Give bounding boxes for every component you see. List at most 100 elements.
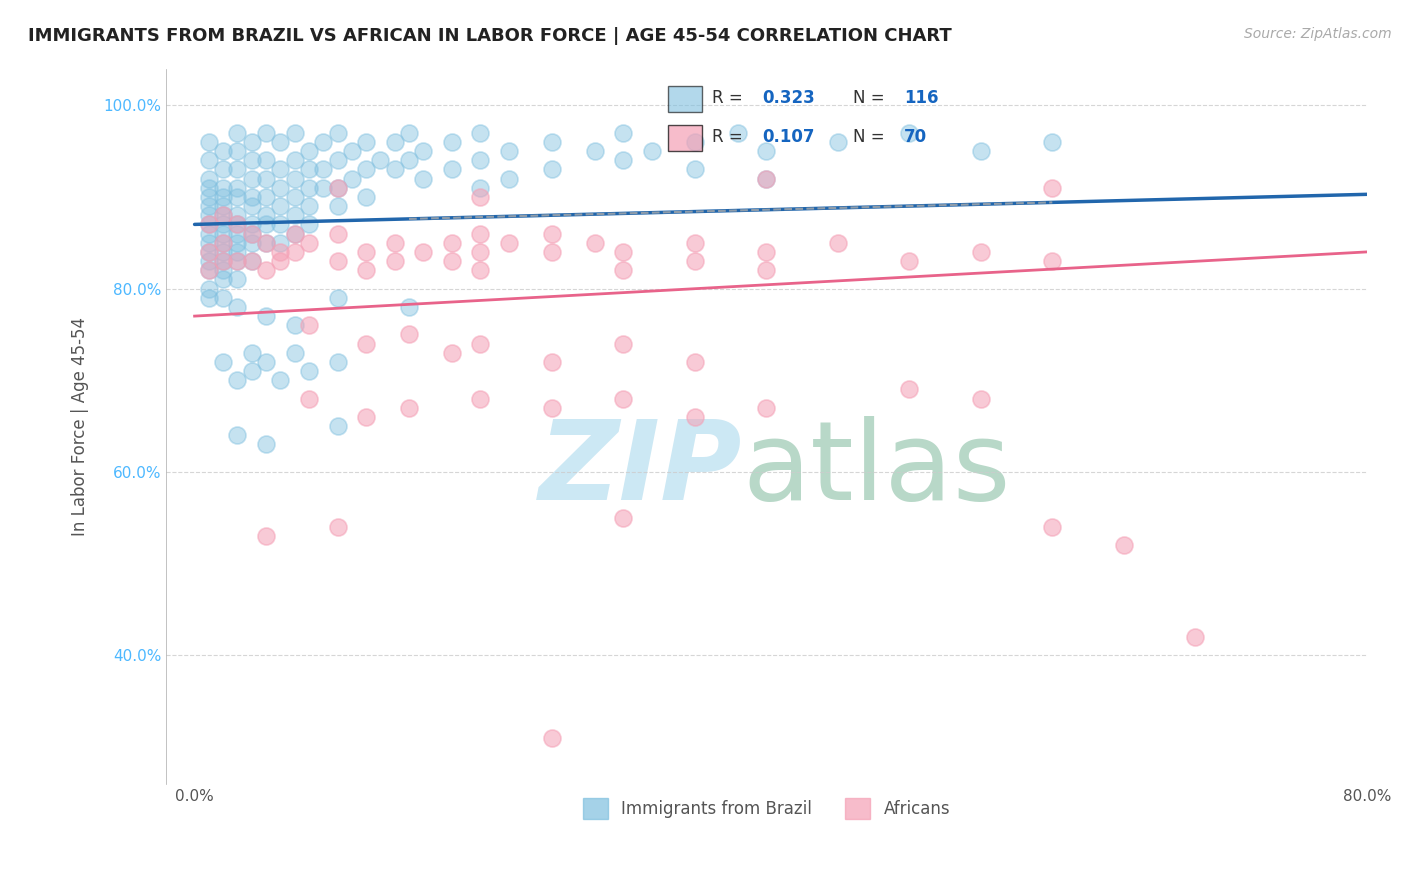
Point (354, 162, 377, 177)
Point (340, 144, 363, 158)
Point (683, 235, 706, 250)
Point (298, 364, 321, 378)
Point (298, 180, 321, 194)
Point (898, 383, 921, 397)
Point (254, 437, 277, 451)
Point (226, 373, 249, 387)
Point (254, 309, 277, 323)
Point (398, 300, 420, 314)
Point (384, 235, 406, 250)
Point (440, 254, 463, 268)
Point (298, 144, 321, 158)
Point (755, 401, 778, 415)
Point (412, 171, 434, 186)
Point (198, 254, 221, 268)
Point (226, 244, 249, 259)
Point (240, 199, 263, 213)
Point (326, 419, 349, 434)
Text: IMMIGRANTS FROM BRAZIL VS AFRICAN IN LABOR FORCE | AGE 45-54 CORRELATION CHART: IMMIGRANTS FROM BRAZIL VS AFRICAN IN LAB… (28, 27, 952, 45)
Point (198, 208, 221, 222)
Point (312, 135, 335, 149)
Point (240, 227, 263, 241)
Point (226, 218, 249, 232)
Point (326, 199, 349, 213)
Text: ZIP: ZIP (538, 416, 742, 523)
Point (254, 263, 277, 277)
Point (226, 300, 249, 314)
Point (326, 291, 349, 305)
Point (254, 208, 277, 222)
Point (198, 218, 221, 232)
Point (212, 227, 235, 241)
Point (898, 126, 921, 140)
Point (254, 190, 277, 204)
Point (298, 218, 321, 232)
Point (212, 244, 235, 259)
Point (198, 263, 221, 277)
Point (470, 227, 492, 241)
Point (212, 144, 235, 158)
Point (1184, 630, 1206, 644)
Point (470, 336, 492, 351)
Point (198, 244, 221, 259)
Point (498, 171, 520, 186)
Point (198, 282, 221, 296)
Point (541, 162, 564, 177)
Point (254, 235, 277, 250)
Point (198, 135, 221, 149)
Point (226, 227, 249, 241)
Point (240, 364, 263, 378)
Point (1040, 135, 1063, 149)
Point (470, 190, 492, 204)
Point (269, 199, 291, 213)
Text: Source: ZipAtlas.com: Source: ZipAtlas.com (1244, 27, 1392, 41)
Point (226, 144, 249, 158)
Point (226, 428, 249, 442)
Point (269, 162, 291, 177)
Point (198, 153, 221, 168)
Point (755, 244, 778, 259)
Point (326, 180, 349, 194)
Point (970, 144, 993, 158)
Point (755, 263, 778, 277)
Point (827, 235, 849, 250)
Point (240, 254, 263, 268)
Point (254, 171, 277, 186)
Point (212, 291, 235, 305)
Point (326, 520, 349, 534)
Point (898, 254, 921, 268)
Point (1112, 538, 1135, 552)
Point (326, 153, 349, 168)
Point (226, 180, 249, 194)
Point (284, 244, 307, 259)
Point (226, 254, 249, 268)
Point (755, 171, 778, 186)
Point (354, 336, 377, 351)
Point (269, 180, 291, 194)
Point (470, 263, 492, 277)
Point (470, 244, 492, 259)
Point (212, 254, 235, 268)
Point (583, 235, 606, 250)
Point (198, 227, 221, 241)
Point (326, 180, 349, 194)
Point (226, 208, 249, 222)
Point (298, 318, 321, 333)
Point (683, 355, 706, 369)
Point (254, 218, 277, 232)
Point (326, 355, 349, 369)
Point (398, 327, 420, 342)
Point (198, 291, 221, 305)
Point (470, 392, 492, 406)
Point (212, 190, 235, 204)
Point (254, 235, 277, 250)
Point (212, 180, 235, 194)
Point (212, 162, 235, 177)
Point (641, 144, 664, 158)
Point (827, 135, 849, 149)
Point (198, 180, 221, 194)
Point (683, 409, 706, 424)
Point (541, 227, 564, 241)
Point (354, 409, 377, 424)
Point (298, 392, 321, 406)
